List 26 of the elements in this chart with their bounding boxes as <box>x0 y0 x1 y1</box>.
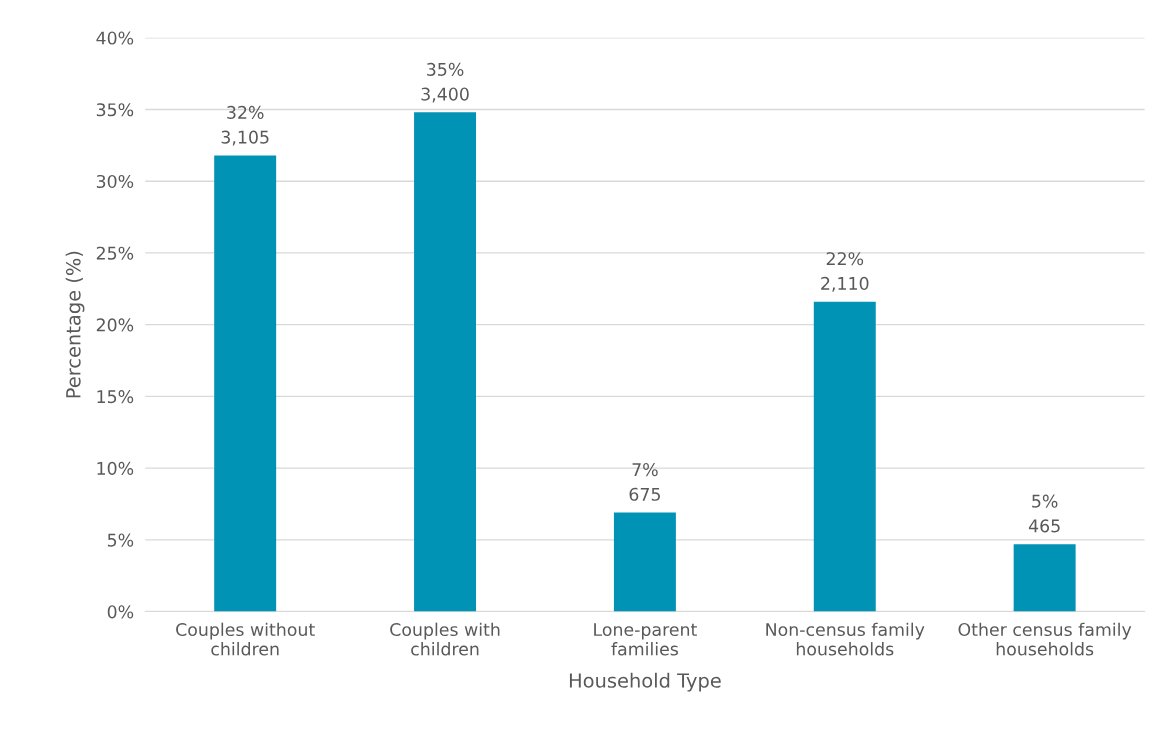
data-label: 5% 465 <box>1028 494 1060 533</box>
bar <box>1013 544 1076 612</box>
x-tick-label: Couples with children <box>390 622 500 656</box>
data-label: 35% 3,400 <box>421 62 469 103</box>
y-axis-title: Percentage (%) <box>65 251 85 398</box>
data-label: 32% 3,105 <box>221 105 269 146</box>
y-tick-label: 0% <box>107 605 134 619</box>
y-tick-label: 35% <box>96 103 134 117</box>
y-tick-label: 10% <box>97 461 134 475</box>
bar <box>414 112 477 612</box>
x-tick-label: Lone-parent families <box>594 623 697 656</box>
x-tick-label: Other census family households <box>958 622 1132 656</box>
bar <box>613 512 676 612</box>
x-tick-label: Non-census family households <box>766 622 925 656</box>
y-tick-label: 15% <box>97 390 134 404</box>
y-tick-label: 40% <box>96 31 134 45</box>
bar <box>813 301 876 612</box>
data-label: 22% 2,110 <box>821 252 869 292</box>
bar <box>214 155 277 612</box>
x-axis-title: Household Type <box>569 672 721 692</box>
y-tick-label: 20% <box>96 318 134 332</box>
y-tick-label: 30% <box>96 174 134 189</box>
x-tick-label: Couples without children <box>176 622 315 656</box>
y-tick-label: 25% <box>96 246 134 260</box>
data-label: 7% 675 <box>629 463 660 501</box>
y-tick-label: 5% <box>107 533 134 547</box>
